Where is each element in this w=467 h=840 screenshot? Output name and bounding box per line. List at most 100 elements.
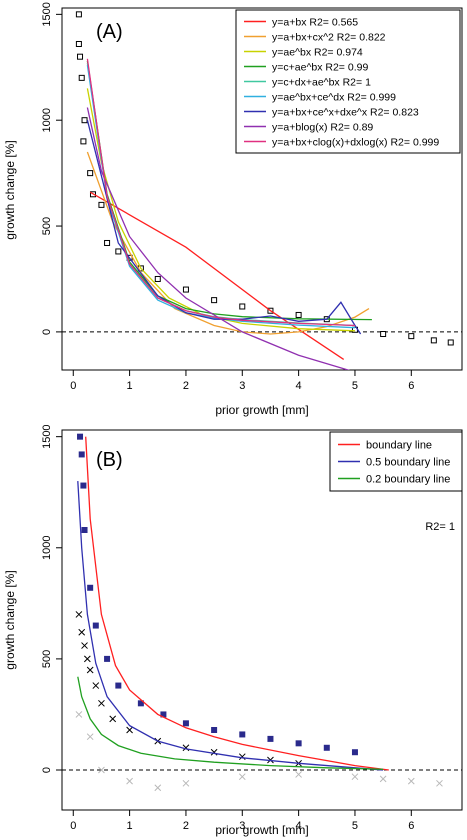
data-point — [104, 239, 111, 246]
legend-label: y=c+ae^bx R2= 0.99 — [272, 62, 368, 74]
series-line-1 — [85, 436, 389, 771]
black-cross-point — [238, 753, 246, 761]
data-point — [81, 117, 88, 124]
black-cross-point — [126, 726, 133, 734]
data-point — [77, 53, 84, 60]
legend-label: y=a+bx+clog(x)+dxlog(x) R2= 0.999 — [272, 137, 439, 149]
y-axis-label: growth change [%] — [3, 140, 17, 239]
blue-square-point — [137, 700, 144, 707]
x-tick-label: 1 — [127, 380, 133, 392]
line-layer — [77, 436, 389, 771]
data-point — [115, 248, 122, 255]
series-line-2 — [77, 481, 384, 771]
blue-square-point — [182, 720, 189, 727]
blue-square-point — [239, 731, 246, 738]
black-cross-point — [109, 715, 117, 723]
data-point — [87, 170, 94, 177]
axis-layer: 0 1 2 3 4 5 6 0 500 1000 1500 — [41, 424, 414, 832]
y-tick-label: 500 — [41, 650, 53, 668]
series-line-3 — [77, 676, 384, 770]
legend-label: y=c+dx+ae^bx R2= 1 — [272, 77, 371, 89]
y-axis-label: growth change [%] — [3, 570, 17, 669]
legend-label: y=a+bx+cx^2 R2= 0.822 — [272, 32, 386, 44]
legend-label: y=ae^bx R2= 0.974 — [272, 47, 363, 59]
black-cross-point — [86, 666, 94, 674]
gray-cross-point — [154, 784, 162, 792]
y-tick-label: 1000 — [41, 108, 53, 132]
data-point — [75, 40, 82, 47]
y-tick-label: 0 — [41, 767, 53, 773]
gray-cross-point — [407, 777, 415, 785]
data-point — [430, 337, 437, 344]
blue-square-point — [295, 740, 302, 747]
x-tick-label: 4 — [296, 820, 302, 832]
gray-cross-point — [86, 733, 94, 741]
data-point — [295, 311, 302, 318]
legend-label: y=a+bx+ce^x+dxe^x R2= 0.823 — [272, 107, 419, 119]
y-tick-label: 1000 — [41, 536, 53, 560]
blue-square-point — [267, 735, 274, 742]
legend-label: boundary line — [366, 440, 432, 452]
x-tick-label: 6 — [408, 380, 414, 392]
panel-b: 0 1 2 3 4 5 6 0 500 1000 1500 (B) prior growth [mm… — [3, 424, 463, 837]
blue-square-point — [92, 622, 99, 629]
blue-square-point — [211, 727, 218, 733]
black-cross-point — [78, 628, 86, 636]
series-line-2 — [86, 151, 370, 335]
gray-cross-point — [182, 779, 190, 787]
plot-frame — [61, 429, 463, 811]
series-line-7 — [86, 120, 362, 335]
data-point — [98, 201, 105, 208]
x-tick-label: 0 — [70, 380, 76, 392]
blue-square-point — [351, 749, 358, 756]
series-line-8 — [86, 107, 351, 370]
gray-cross-point — [238, 773, 246, 781]
x-tick-label: 5 — [352, 380, 358, 392]
x-tick-label: 5 — [352, 820, 358, 832]
legend-label: y=a+bx R2= 0.565 — [272, 17, 358, 29]
gray-cross-point — [126, 777, 133, 785]
blue-square-point — [80, 482, 87, 489]
gray-cross-point — [98, 766, 105, 774]
x-axis-label: prior growth [mm] — [215, 403, 308, 417]
series-line-1 — [89, 191, 345, 360]
blue-square-point — [115, 682, 122, 689]
black-cross-point — [98, 699, 105, 707]
data-point — [211, 297, 218, 304]
x-tick-label: 2 — [183, 820, 189, 832]
r2-annotation: R2= 1 — [425, 521, 455, 533]
x-tick-label: 4 — [296, 380, 302, 392]
line-layer — [86, 58, 372, 370]
x-tick-label: 6 — [408, 820, 414, 832]
gray-cross-point — [436, 779, 443, 787]
y-tick-label: 1500 — [41, 424, 53, 448]
y-tick-label: 500 — [41, 217, 53, 235]
data-point — [408, 333, 415, 340]
blue-square-point — [78, 451, 85, 458]
black-cross-point — [75, 611, 83, 618]
gray-cross-point — [379, 775, 387, 783]
black-cross-point — [83, 655, 91, 663]
legend-label: 0.5 boundary line — [366, 457, 450, 469]
blue-square-point — [81, 527, 88, 533]
legend-label: 0.2 boundary line — [366, 474, 450, 486]
data-point — [239, 303, 246, 310]
y-tick-label: 0 — [41, 329, 53, 335]
series-line-9 — [86, 58, 356, 327]
x-tick-label: 3 — [239, 380, 245, 392]
legend-label: y=a+blog(x) R2= 0.89 — [272, 122, 373, 134]
data-point — [78, 74, 85, 81]
y-tick-label: 1500 — [41, 2, 53, 26]
panel-label: (A) — [96, 21, 123, 43]
gray-cross-point — [295, 771, 302, 778]
x-tick-label: 1 — [127, 820, 133, 832]
legend: boundary line 0.5 boundary line 0.2 bounda… — [329, 431, 463, 492]
blue-square-point — [104, 655, 111, 662]
blue-square-point — [87, 584, 94, 591]
black-cross-point — [81, 642, 88, 649]
panel-label: (B) — [96, 449, 123, 471]
plot-frame — [61, 7, 463, 371]
legend-label: y=ae^bx+ce^dx R2= 0.999 — [272, 92, 396, 104]
point-layer — [75, 433, 443, 792]
